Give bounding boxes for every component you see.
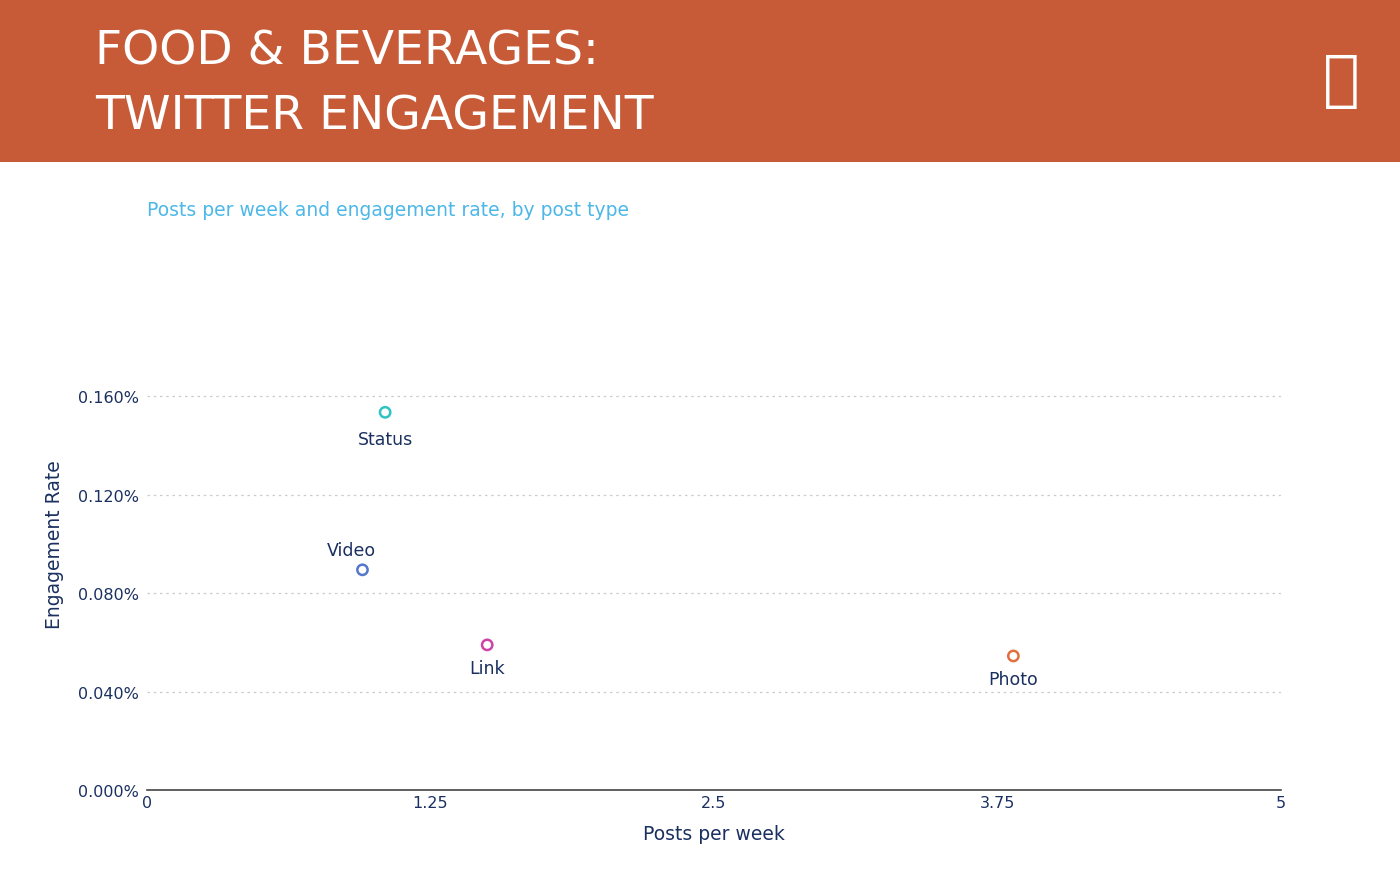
Point xyxy=(1002,649,1025,663)
Y-axis label: Engagement Rate: Engagement Rate xyxy=(45,460,64,629)
Point xyxy=(476,638,498,652)
Text: Status: Status xyxy=(357,431,413,449)
Text: 🐦: 🐦 xyxy=(1323,52,1359,111)
Text: Photo: Photo xyxy=(988,671,1039,688)
Text: Video: Video xyxy=(326,542,375,559)
Text: TWITTER ENGAGEMENT: TWITTER ENGAGEMENT xyxy=(95,95,654,140)
Text: FOOD & BEVERAGES:: FOOD & BEVERAGES: xyxy=(95,30,599,75)
X-axis label: Posts per week: Posts per week xyxy=(643,824,785,843)
Text: Link: Link xyxy=(469,659,505,678)
Point xyxy=(374,406,396,420)
Text: Posts per week and engagement rate, by post type: Posts per week and engagement rate, by p… xyxy=(147,201,629,220)
Point xyxy=(351,563,374,577)
